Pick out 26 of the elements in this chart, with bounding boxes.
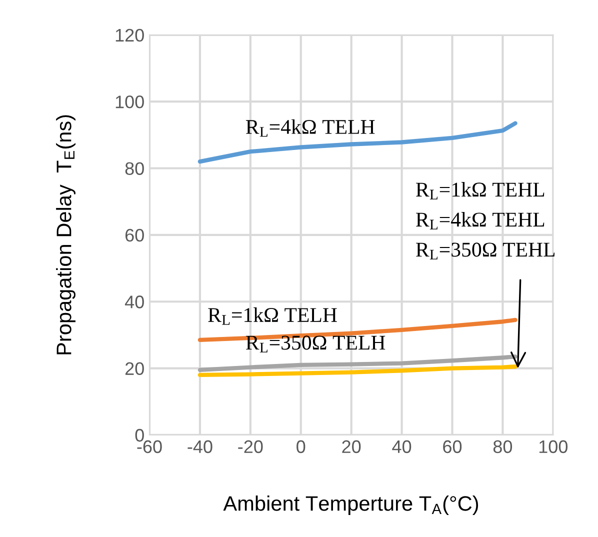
y-axis-title: Propagation Delay T$_{E}$(ns) [56, 115, 76, 354]
y-tick-label: 100 [116, 96, 144, 108]
x-axis-title: Ambient Temperture T$_{A}$(°C) [223, 496, 478, 515]
annotation: R$_{L}$=4kΩ TEHL [416, 212, 544, 230]
x-tick-label: 100 [539, 440, 568, 454]
x-tick-label: 80 [493, 440, 512, 454]
x-tick-label: -60 [137, 440, 162, 454]
x-tick-label: -40 [188, 440, 212, 454]
annotation: R$_{L}$=350Ω TEHL [416, 242, 555, 260]
y-tick-label: 0 [135, 428, 144, 442]
line-series [198, 121, 518, 164]
annotation: R$_{L}$=4kΩ TELH [246, 119, 375, 137]
line-series [198, 364, 518, 378]
x-tick-label: 20 [342, 440, 361, 454]
x-tick-label: 0 [296, 440, 306, 454]
y-tick-label: 120 [116, 28, 144, 42]
x-tick-label: 40 [392, 440, 412, 454]
y-tick-label: 20 [125, 362, 144, 376]
x-tick-label: -20 [238, 440, 263, 454]
line-series [198, 354, 518, 372]
annotation: R$_{L}$=1kΩ TELH [208, 307, 337, 325]
x-tick-label: 60 [443, 440, 462, 454]
y-tick-label: 80 [125, 162, 144, 175]
y-tick-label: 60 [125, 228, 144, 242]
y-tick-label: 40 [124, 296, 144, 308]
annotation: R$_{L}$=1kΩ TEHL [416, 182, 544, 200]
